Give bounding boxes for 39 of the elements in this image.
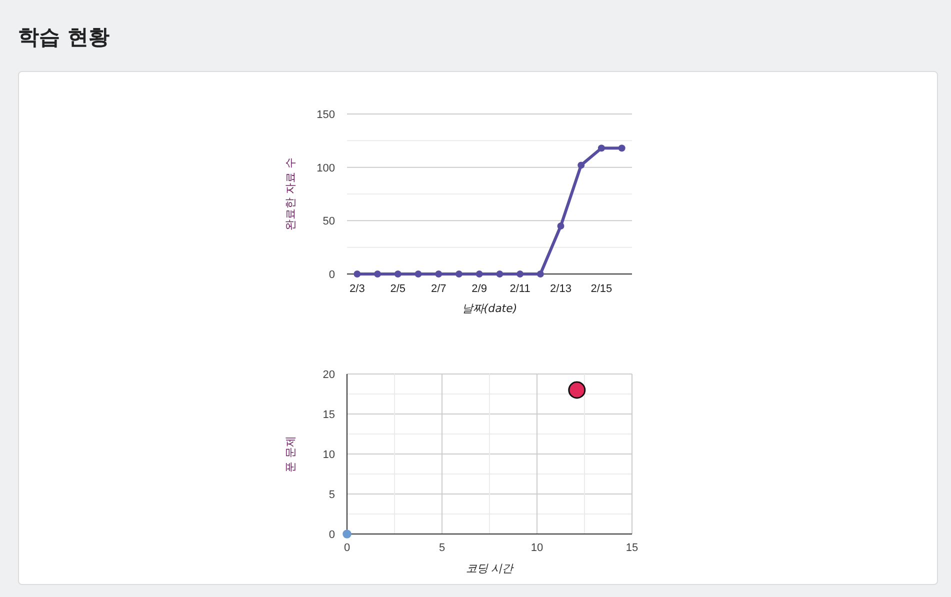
point (598, 144, 605, 152)
x-tick-label: 2/3 (350, 283, 365, 295)
x-tick-label: 2/13 (550, 283, 572, 295)
point (374, 270, 382, 278)
x-tick-label: 2/11 (510, 283, 530, 295)
x-tick-label: 2/9 (472, 283, 487, 295)
y-tick-label: 20 (322, 369, 335, 381)
text: 학습 현황 (18, 25, 110, 49)
x-tick-label: 2/5 (390, 283, 406, 295)
point (394, 270, 402, 278)
x-tick-label: 15 (626, 542, 638, 554)
x-axis-title: 날짜(date) (462, 302, 518, 315)
x-tick-label: 2/7 (430, 283, 446, 295)
point (578, 162, 585, 169)
point (476, 270, 483, 278)
point (557, 222, 564, 230)
y-tick-label: 50 (322, 216, 335, 228)
x-tick-label: 5 (438, 542, 446, 554)
y-tick-label: 10 (322, 449, 335, 461)
point (516, 270, 524, 278)
point (354, 270, 361, 278)
point (414, 270, 422, 278)
point (496, 270, 504, 278)
x-tick-label: 0 (344, 542, 350, 554)
x-tick-label: 2/15 (590, 283, 612, 295)
point (455, 270, 462, 278)
point (435, 270, 442, 278)
point (618, 144, 626, 152)
point (536, 270, 544, 278)
y-tick-label: 5 (328, 489, 335, 501)
y-tick-label: 0 (328, 269, 335, 281)
y-tick-label: 15 (322, 409, 335, 421)
y-tick-label: 0 (328, 529, 335, 541)
y-tick-label: 100 (316, 162, 335, 174)
y-axis-title: 완료한 자료 수 (284, 158, 297, 230)
x-axis-title: 코딩 시간 (466, 562, 514, 575)
y-tick-label: 150 (316, 109, 335, 121)
y-axis-title: 푼 문제 (284, 436, 297, 472)
x-tick-label: 10 (530, 542, 544, 554)
